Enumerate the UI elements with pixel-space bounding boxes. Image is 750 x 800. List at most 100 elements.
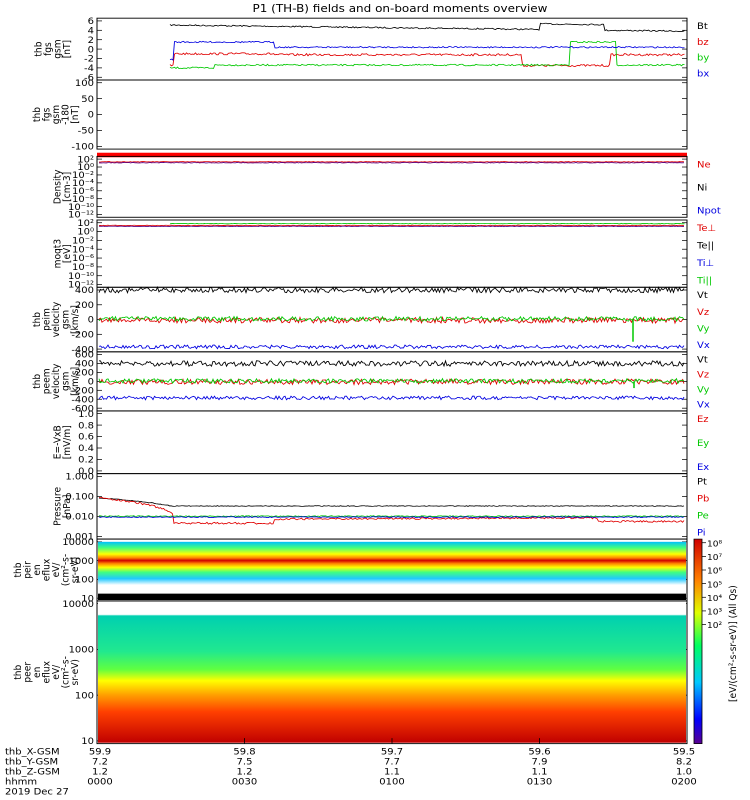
colorbar-tick-label: 10³ [707, 608, 723, 618]
y-axis-label-line: thb [32, 374, 44, 389]
x-row-label: hhmm [5, 777, 37, 787]
x-tick-label-hhmm: 0200 [671, 777, 696, 787]
y-tick-label: 10² [77, 218, 94, 228]
plot-title: P1 (TH-B) fields and on-board moments ov… [253, 1, 548, 14]
y-tick-label: 1.000 [65, 472, 94, 482]
y-tick-label: 200 [75, 368, 94, 378]
legend-pe: Pe [697, 511, 709, 521]
y-tick-label: 10⁻² [72, 171, 94, 181]
y-tick-label: 10⁻⁴ [72, 245, 94, 255]
y-axis-label-line: [nT] [70, 105, 82, 123]
legend-bx: bx [697, 69, 710, 79]
y-tick-label: 10000 [62, 537, 94, 547]
y-axis-label-line: (cm²-s- [60, 656, 72, 688]
trace-pe [98, 515, 685, 518]
legend-ti: Ti⊥ [696, 258, 714, 268]
x-tick-label-hhmm: 0000 [87, 777, 112, 787]
y-axis-label-line: peer [22, 662, 34, 683]
y-axis-label-line: sr-eV) [70, 557, 82, 584]
colorbar-tick-label: 10⁴ [707, 594, 723, 604]
y-tick-label: 0.2 [78, 455, 94, 465]
legend-vz: Vz [697, 307, 709, 317]
x-tick-label-hhmm: 0100 [379, 777, 404, 787]
x-tick-label-x_gsm: 59.7 [381, 747, 403, 757]
y-tick-label: 10⁻⁸ [72, 194, 94, 204]
x-tick-label-z_gsm: 1.2 [237, 767, 253, 777]
y-axis-label-line: eflux [41, 661, 53, 684]
trace-top-purple [98, 225, 684, 228]
y-axis-label-line: fgs [41, 108, 53, 122]
legend-pb: Pb [697, 494, 709, 504]
y-axis-label-line: peir [22, 561, 34, 579]
legend-ti: Ti|| [696, 276, 712, 286]
trace-vx [98, 395, 685, 401]
legend-ey: Ey [697, 438, 710, 448]
trace-vt [98, 359, 685, 368]
trace-by [169, 40, 685, 70]
y-axis-label-line: [nPa] [62, 495, 74, 518]
panel-frame [96, 410, 688, 475]
x-tick-label-y_gsm: 7.5 [237, 757, 253, 767]
peer-spectrogram [98, 601, 686, 743]
panel-frame [96, 79, 688, 150]
legend-ni: Ni [697, 183, 707, 193]
y-tick-label: -100 [71, 142, 94, 152]
trace-vx [98, 344, 685, 350]
x-tick-label-y_gsm: 7.9 [532, 757, 548, 767]
y-tick-label: 2 [88, 35, 94, 45]
trace-top-red [99, 161, 685, 163]
x-row-label: thb_Z-GSM [5, 767, 60, 777]
legend-vt: Vt [697, 291, 708, 301]
y-tick-label: 1000 [69, 556, 94, 566]
y-tick-label: 100 [75, 78, 94, 88]
legend-vy: Vy [697, 385, 710, 395]
legend-by: by [697, 53, 710, 63]
y-tick-label: 0.100 [65, 492, 94, 502]
legend-vt: Vt [697, 355, 708, 365]
x-tick-label-z_gsm: 1.1 [532, 767, 548, 777]
colorbar-label: [eV/(cm²-s-sr-eV)] (All Qs) [728, 585, 740, 702]
y-axis-label-line: velocity [51, 363, 63, 399]
panel-efield: E=-VxB[mV/m] 1.0 0.80.6 0.40.20.0 Ez Ey Ex [52, 409, 709, 477]
legend-vy: Vy [697, 324, 710, 334]
y-tick-label: 10000 [62, 599, 94, 609]
trace-top-green [169, 222, 685, 225]
y-axis-label-line: [nT] [62, 40, 74, 58]
y-axis-label-line: [mV/m] [62, 425, 74, 459]
y-axis-label-line: thb [13, 562, 25, 577]
y-axis-label-line: gsm [60, 372, 72, 391]
trace-vt [98, 286, 685, 295]
y-axis-label-line: eV/ [51, 562, 63, 578]
colorbar-tick-label: 10⁵ [707, 581, 723, 591]
y-axis-label-line: -180 [60, 104, 72, 125]
y-axis-label-line: fgs [43, 42, 55, 56]
x-tick-label-x_gsm: 59.9 [89, 747, 111, 757]
peir-bottom-band [98, 593, 686, 600]
y-tick-label: -50 [78, 126, 94, 136]
legend-bz: bz [697, 37, 709, 47]
x-tick-label-x_gsm: 59.8 [233, 747, 255, 757]
panel-pressure: Pressure[nPa] 1.000 0.100 0.010 0.001 Pt Pb Pe P… [52, 472, 709, 542]
y-tick-label: 400 [75, 286, 94, 296]
x-tick-label-z_gsm: 1.0 [676, 767, 692, 777]
y-tick-label: 4 [88, 26, 94, 36]
y-tick-label: 10⁻¹² [68, 210, 94, 220]
y-tick-label: 10⁻⁴ [72, 178, 94, 188]
y-tick-label: 0 [88, 377, 94, 387]
y-axis-label-line: thb [32, 312, 44, 327]
y-axis-label-line: thb [32, 107, 44, 122]
legend-pt: Pt [697, 477, 707, 487]
y-tick-label: 0.8 [78, 421, 94, 431]
y-tick-label: 1000 [69, 645, 94, 655]
x-tick-label-x_gsm: 59.6 [528, 747, 550, 757]
y-tick-label: 1.0 [78, 409, 94, 419]
x-tick-label-hhmm: 0130 [527, 777, 552, 787]
y-tick-label: 0 [88, 315, 94, 325]
y-tick-label: 10⁻⁸ [72, 262, 94, 272]
trace-pi [98, 516, 685, 519]
y-tick-label: 10 [81, 736, 94, 746]
y-tick-label: -400 [71, 395, 94, 405]
